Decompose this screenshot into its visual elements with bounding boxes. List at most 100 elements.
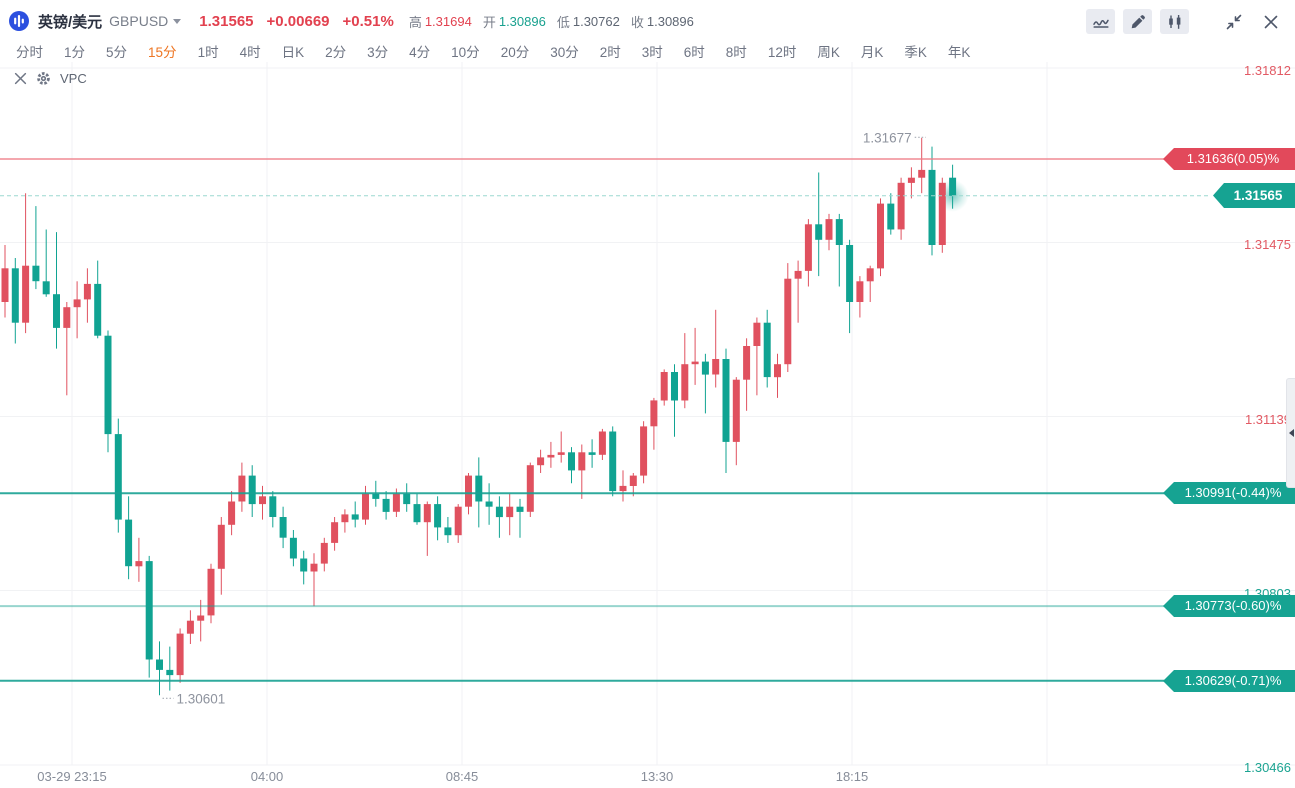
price-line-tag[interactable]: 1.30629(-0.71)% (1163, 670, 1295, 692)
indicator-remove-icon[interactable] (14, 72, 27, 85)
stat-label: 高 (408, 14, 422, 30)
timeframe-2时[interactable]: 2时 (599, 45, 621, 60)
draw-pencil-button[interactable] (1123, 9, 1152, 34)
side-panel-expand-handle[interactable] (1286, 378, 1295, 488)
candle (815, 172, 823, 277)
candle (434, 496, 442, 541)
candle (557, 431, 565, 463)
candle (413, 493, 421, 525)
candle (804, 219, 812, 287)
stat-1: 开 1.30896 (483, 12, 546, 31)
price-line-tag[interactable]: 1.30773(-0.60)% (1163, 595, 1295, 617)
timeframe-4时[interactable]: 4时 (239, 45, 261, 60)
indicator-name: VPC (60, 71, 87, 86)
candle (42, 229, 50, 297)
timeframe-季K[interactable]: 季K (904, 45, 927, 60)
candle (125, 496, 133, 580)
candle (938, 177, 946, 253)
stat-3: 收 1.30896 (631, 12, 694, 31)
candle (351, 501, 359, 528)
y-axis-label: 1.31139 (1244, 412, 1291, 427)
candle (516, 498, 524, 538)
candle (22, 193, 30, 334)
timeframe-4分[interactable]: 4分 (409, 45, 431, 60)
line-chart-mode-button[interactable] (1086, 9, 1115, 34)
y-axis-label: 1.30466 (1244, 760, 1291, 775)
stat-0: 高 1.31694 (409, 12, 472, 31)
timeframe-分时[interactable]: 分时 (16, 45, 43, 60)
candle (774, 353, 781, 398)
timeframe-周K[interactable]: 周K (817, 45, 840, 60)
timeframe-6时[interactable]: 6时 (683, 45, 705, 60)
candle (269, 491, 277, 528)
candle (846, 239, 854, 334)
candle (197, 599, 205, 642)
candle (949, 164, 957, 209)
timeframe-30分[interactable]: 30分 (550, 45, 579, 60)
timeframe-年K[interactable]: 年K (947, 45, 971, 60)
indicator-settings-gear-icon[interactable] (36, 71, 51, 86)
candlestick-mode-button[interactable] (1160, 9, 1189, 34)
candle (825, 213, 833, 251)
candle (331, 517, 339, 551)
candle (506, 493, 514, 536)
candle (588, 439, 596, 468)
header: 英镑/美元 GBPUSD 1.31565 +0.00669 +0.51% 高 1.… (0, 0, 1295, 42)
y-axis-label: 1.31475 (1244, 237, 1291, 252)
price-change: +0.00669 (266, 12, 330, 30)
stat-label: 低 (556, 14, 570, 30)
timeframe-10分[interactable]: 10分 (451, 45, 480, 60)
candle (403, 483, 411, 512)
candle (156, 641, 163, 696)
timeframe-5分[interactable]: 5分 (106, 45, 128, 60)
candle (650, 397, 658, 450)
candle (454, 504, 462, 543)
candle (320, 537, 328, 572)
instrument-code: GBPUSD (109, 13, 169, 29)
timeframe-12时[interactable]: 12时 (767, 45, 797, 60)
candle (495, 496, 503, 538)
symbol-selector[interactable]: 英镑/美元 GBPUSD (38, 11, 182, 32)
candle (104, 330, 112, 453)
candle (877, 198, 884, 277)
candle (712, 309, 720, 388)
timeframe-tabs: 分时 1分 5分 15分 1时 4时 日K 2分 3分 4分 10分 20分 30分 2时 3时 6时 8时 12… (0, 38, 1295, 64)
candle (238, 462, 246, 512)
timeframe-3分[interactable]: 3分 (367, 45, 389, 60)
candle (722, 348, 730, 473)
candle (835, 213, 843, 287)
timeframe-8时[interactable]: 8时 (725, 45, 747, 60)
stat-value: 1.30896 (646, 13, 694, 29)
candle (794, 260, 802, 323)
x-axis-label: 03-29 23:15 (37, 769, 107, 784)
candle (619, 470, 627, 502)
timeframe-1时[interactable]: 1时 (197, 45, 219, 60)
candle (609, 426, 617, 497)
collapse-icon[interactable] (1219, 9, 1248, 34)
candle (423, 501, 431, 556)
candle (186, 610, 194, 644)
chevron-down-icon (173, 18, 182, 24)
price-line-tag[interactable]: 1.31636(0.05)% (1163, 148, 1295, 170)
candle (228, 491, 236, 536)
stat-label: 开 (482, 14, 496, 30)
candle (887, 193, 895, 235)
candle (444, 517, 452, 543)
candle (598, 428, 606, 460)
stat-label: 收 (630, 14, 644, 30)
candle (866, 265, 874, 302)
timeframe-15分[interactable]: 15分 (148, 45, 177, 60)
price-line-tag[interactable]: 1.30991(-0.44)% (1163, 482, 1295, 504)
timeframe-1分[interactable]: 1分 (64, 45, 86, 60)
timeframe-3时[interactable]: 3时 (641, 45, 663, 60)
candle (485, 483, 493, 525)
timeframe-月K[interactable]: 月K (860, 45, 884, 60)
timeframe-20分[interactable]: 20分 (500, 45, 530, 60)
timeframe-日K[interactable]: 日K (281, 45, 305, 60)
low-annotation: 1.30601 (177, 691, 226, 706)
timeframe-2分[interactable]: 2分 (325, 45, 347, 60)
candle (1, 245, 9, 318)
close-icon[interactable] (1256, 9, 1285, 34)
high-annotation: 1.31677 (863, 130, 912, 145)
